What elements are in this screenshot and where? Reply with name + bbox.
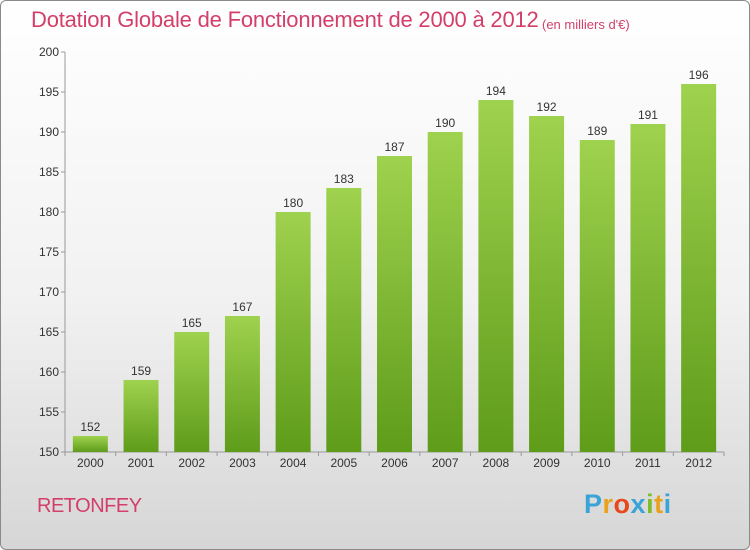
logo-letter: i [663, 489, 672, 519]
bar [326, 188, 362, 452]
x-tick-label: 2012 [685, 456, 712, 470]
x-tick-label: 2000 [77, 456, 104, 470]
commune-name: RETONFEY [37, 495, 142, 517]
x-tick-label: 2001 [128, 456, 155, 470]
bar-value-label: 159 [131, 364, 151, 378]
bar [681, 84, 717, 452]
bar-value-label: 189 [587, 124, 607, 138]
logo-letter: o [613, 489, 631, 519]
y-tick-label: 160 [39, 365, 59, 379]
y-tick-label: 165 [39, 325, 59, 339]
logo-letter: t [654, 489, 664, 519]
y-tick-label: 170 [39, 285, 59, 299]
y-tick-label: 175 [39, 245, 59, 259]
bar-value-label: 152 [80, 420, 100, 434]
x-tick-label: 2008 [483, 456, 510, 470]
proxiti-logo: Proxiti [584, 489, 672, 520]
bar [123, 380, 159, 452]
bar [174, 332, 210, 452]
bar [478, 100, 514, 452]
logo-letter: P [584, 489, 603, 519]
x-tick-label: 2009 [533, 456, 560, 470]
bar [72, 436, 108, 452]
bar [579, 140, 615, 452]
y-tick-label: 185 [39, 165, 59, 179]
bar [275, 212, 311, 452]
bar-value-label: 190 [435, 116, 455, 130]
x-tick-label: 2002 [178, 456, 205, 470]
x-tick-label: 2007 [432, 456, 459, 470]
bar-value-label: 191 [638, 108, 658, 122]
bar [427, 132, 463, 452]
bar [529, 116, 565, 452]
x-tick-label: 2003 [229, 456, 256, 470]
bar [630, 124, 666, 452]
y-tick-label: 200 [39, 45, 59, 59]
bar-value-label: 167 [232, 300, 252, 314]
chart-unit: (en milliers d'€) [542, 17, 630, 32]
bar-value-label: 192 [537, 100, 557, 114]
y-tick-label: 195 [39, 85, 59, 99]
x-tick-label: 2006 [381, 456, 408, 470]
bar [224, 316, 260, 452]
bar-value-label: 194 [486, 84, 506, 98]
logo-letter: x [630, 489, 647, 519]
bar-value-label: 180 [283, 196, 303, 210]
x-tick-label: 2004 [280, 456, 307, 470]
x-tick-label: 2010 [584, 456, 611, 470]
bar-value-label: 196 [689, 68, 709, 82]
logo-letter: i [646, 489, 655, 519]
bar-value-label: 165 [182, 316, 202, 330]
x-tick-label: 2005 [330, 456, 357, 470]
logo-letter: r [602, 489, 614, 519]
x-tick-label: 2011 [635, 456, 661, 470]
y-tick-label: 150 [39, 445, 59, 459]
y-tick-label: 190 [39, 125, 59, 139]
y-tick-label: 180 [39, 205, 59, 219]
chart-title: Dotation Globale de Fonctionnement de 20… [31, 7, 539, 32]
bar-value-label: 183 [334, 172, 354, 186]
bar [377, 156, 412, 452]
bar-value-label: 187 [384, 140, 404, 154]
y-tick-label: 155 [39, 405, 59, 419]
